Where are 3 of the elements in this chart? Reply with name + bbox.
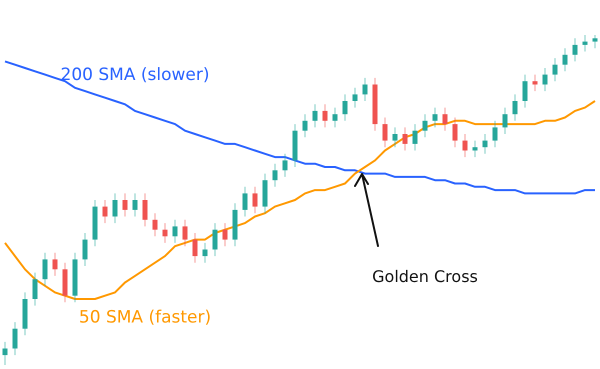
series-label: 200 SMA (slower): [60, 64, 210, 85]
annotation: Golden Cross: [372, 267, 478, 286]
series-label: 50 SMA (faster): [78, 307, 212, 328]
